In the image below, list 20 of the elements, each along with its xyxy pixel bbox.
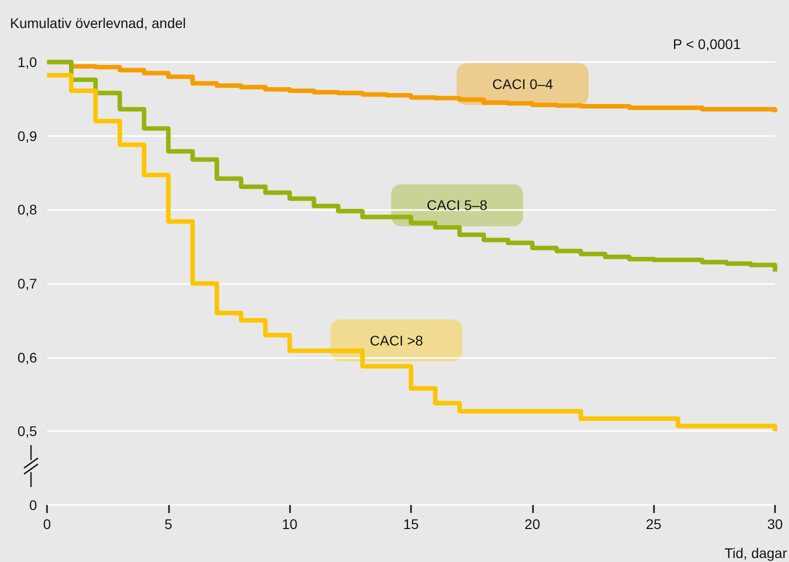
x-tick-label: 30	[767, 516, 783, 532]
series-label: CACI 5–8	[426, 197, 488, 214]
y-tick-label: 0,5	[18, 423, 38, 440]
y-tick-label: 0,7	[18, 276, 38, 292]
x-tick-label: 10	[282, 516, 298, 532]
y-tick-label: 0	[29, 497, 38, 513]
x-tick-label: 0	[43, 516, 52, 532]
x-tick-label: 25	[646, 516, 662, 532]
x-axis-title: Tid, dagar	[724, 545, 788, 561]
x-tick-label: 15	[403, 516, 419, 532]
y-tick-label: 0,8	[18, 202, 38, 218]
x-tick-label: 20	[524, 516, 540, 532]
y-tick-label: 1,0	[18, 54, 38, 70]
text: P < 0,0001	[672, 36, 741, 52]
series-label: CACI 0–4	[492, 76, 554, 92]
y-tick-label: 0,9	[18, 128, 38, 144]
y-tick-label: 0,6	[18, 349, 38, 366]
series-label: CACI >8	[370, 332, 424, 348]
y-axis-title: Kumulativ överlevnad, andel	[10, 15, 186, 31]
x-tick-label: 5	[164, 516, 172, 532]
